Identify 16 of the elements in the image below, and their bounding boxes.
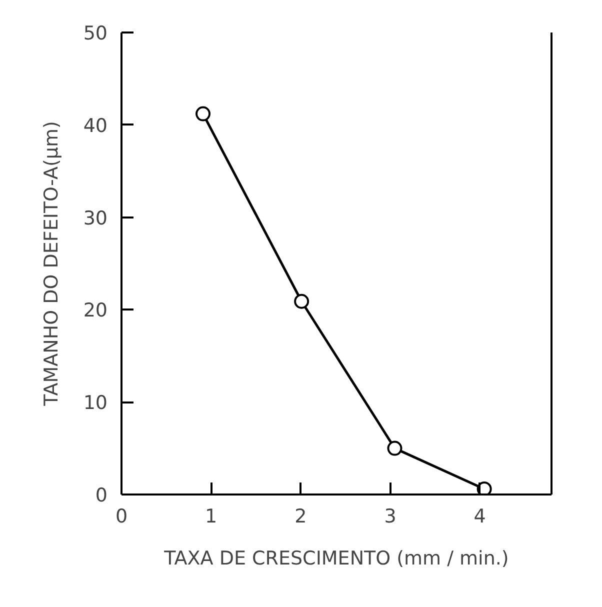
x-axis-title: TAXA DE CRESCIMENTO (mm / min.) <box>163 548 509 570</box>
y-axis-title: TAMANHO DO DEFEITO-A(μm) <box>40 121 62 407</box>
x-tick-label: 3 <box>384 506 396 528</box>
x-tick-label: 1 <box>205 506 218 528</box>
x-tick-label: 2 <box>294 506 307 528</box>
x-tick-label: 4 <box>474 506 486 528</box>
point <box>196 106 211 122</box>
y-tick-label: 30 <box>83 207 108 230</box>
y-tick-label: 10 <box>83 392 108 414</box>
point <box>387 440 402 456</box>
y-tick-label: 20 <box>83 300 108 322</box>
x-tick-label: 0 <box>115 506 128 528</box>
point <box>294 294 310 309</box>
y-tick-label: 50 <box>83 22 108 44</box>
y-tick-label: 0 <box>95 484 108 506</box>
y-tick-label: 40 <box>83 114 108 137</box>
